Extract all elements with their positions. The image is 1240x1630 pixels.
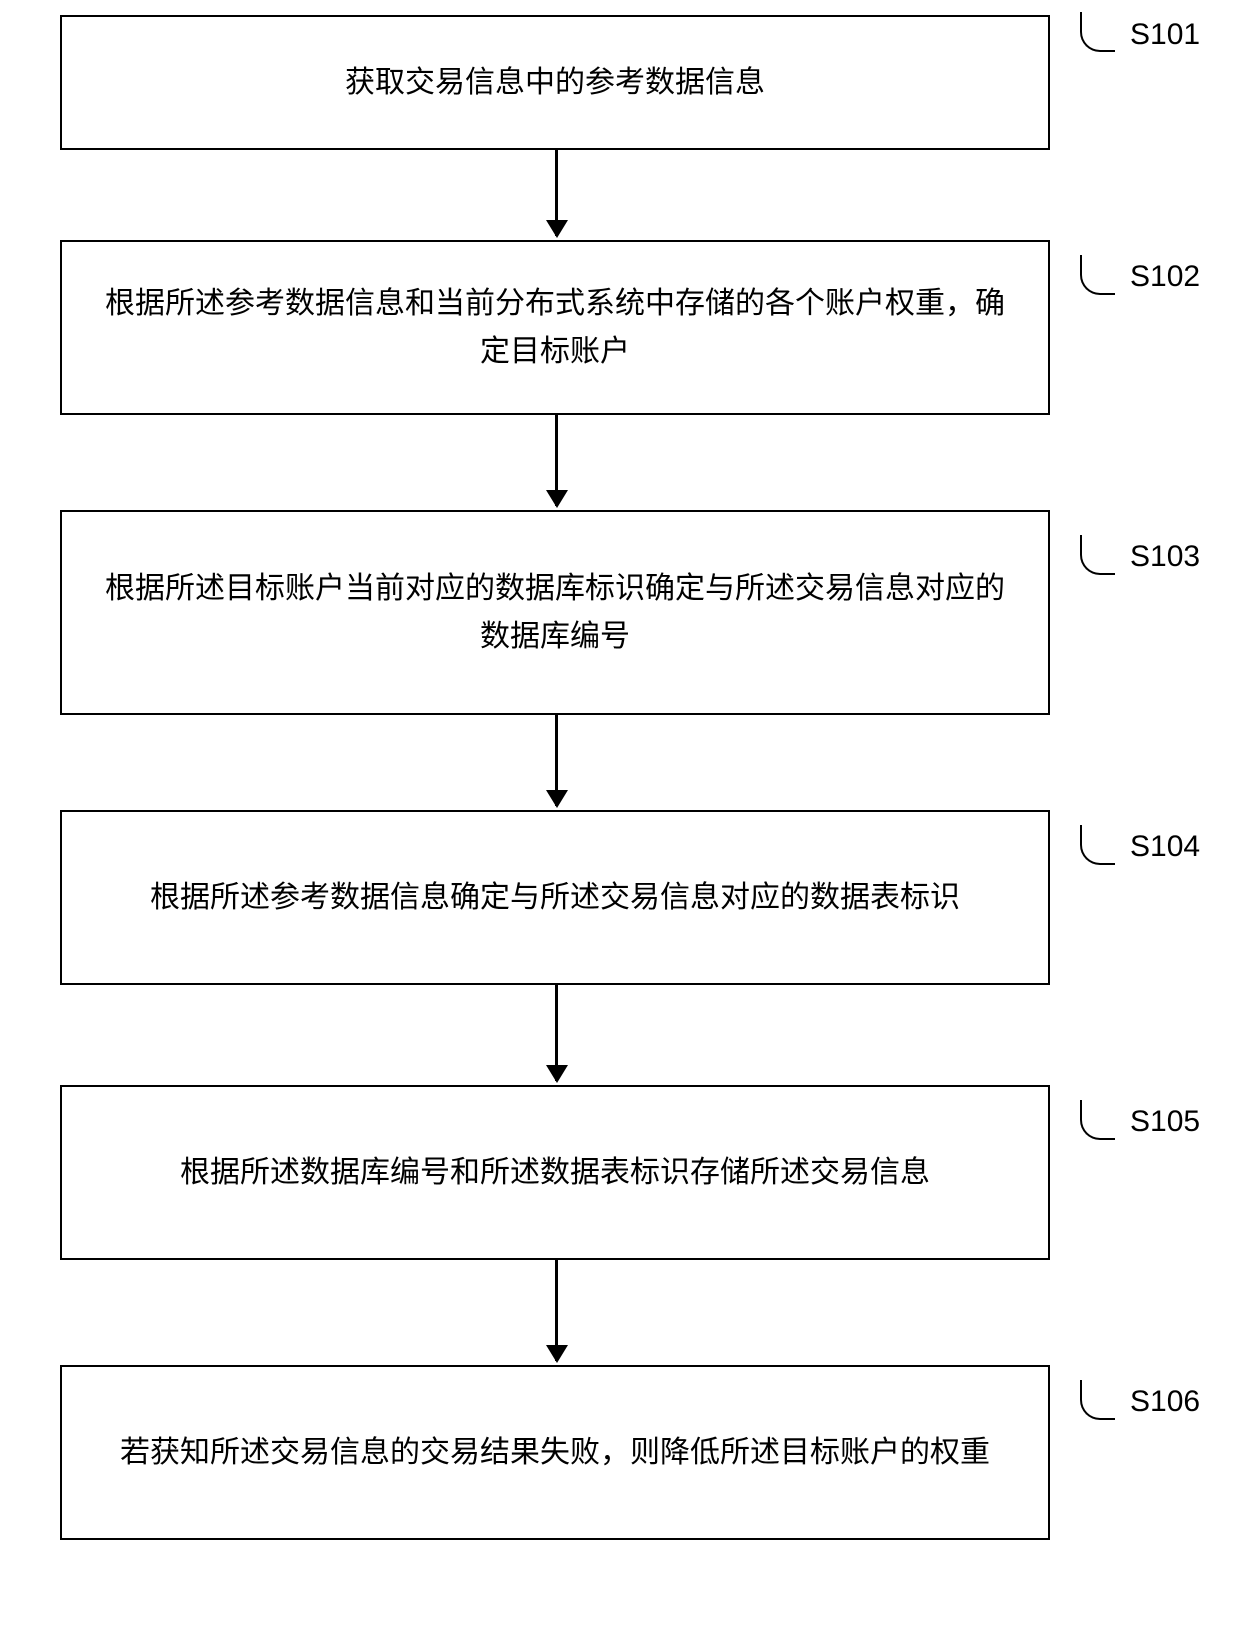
flowchart-arrow [555, 985, 558, 1081]
flowchart-step-label: S101 [1130, 18, 1200, 52]
flowchart-step-box: 若获知所述交易信息的交易结果失败，则降低所述目标账户的权重 [60, 1365, 1050, 1540]
flowchart-step-text: 根据所述参考数据信息确定与所述交易信息对应的数据表标识 [150, 874, 960, 922]
flowchart-step-text: 根据所述数据库编号和所述数据表标识存储所述交易信息 [180, 1149, 930, 1197]
flowchart-step-text: 根据所述参考数据信息和当前分布式系统中存储的各个账户权重，确定目标账户 [92, 280, 1018, 376]
flowchart-step-label: S103 [1130, 540, 1200, 574]
flowchart-step-box: 根据所述参考数据信息和当前分布式系统中存储的各个账户权重，确定目标账户 [60, 240, 1050, 415]
label-connector [1080, 535, 1115, 575]
flowchart-arrow [555, 150, 558, 236]
label-connector [1080, 255, 1115, 295]
flowchart-step-box: 根据所述目标账户当前对应的数据库标识确定与所述交易信息对应的数据库编号 [60, 510, 1050, 715]
flowchart-step-text: 获取交易信息中的参考数据信息 [345, 59, 765, 107]
flowchart-step-label: S104 [1130, 830, 1200, 864]
flowchart-step-text: 若获知所述交易信息的交易结果失败，则降低所述目标账户的权重 [120, 1429, 990, 1477]
flowchart-step-box: 根据所述参考数据信息确定与所述交易信息对应的数据表标识 [60, 810, 1050, 985]
label-connector [1080, 1380, 1115, 1420]
label-connector [1080, 12, 1115, 52]
flowchart-container: 获取交易信息中的参考数据信息 S101 根据所述参考数据信息和当前分布式系统中存… [0, 0, 1240, 1630]
label-connector [1080, 1100, 1115, 1140]
flowchart-step-label: S102 [1130, 260, 1200, 294]
flowchart-arrow [555, 415, 558, 506]
label-connector [1080, 825, 1115, 865]
flowchart-step-box: 根据所述数据库编号和所述数据表标识存储所述交易信息 [60, 1085, 1050, 1260]
flowchart-step-box: 获取交易信息中的参考数据信息 [60, 15, 1050, 150]
flowchart-step-label: S106 [1130, 1385, 1200, 1419]
flowchart-step-label: S105 [1130, 1105, 1200, 1139]
flowchart-arrow [555, 715, 558, 806]
flowchart-step-text: 根据所述目标账户当前对应的数据库标识确定与所述交易信息对应的数据库编号 [92, 565, 1018, 661]
flowchart-arrow [555, 1260, 558, 1361]
